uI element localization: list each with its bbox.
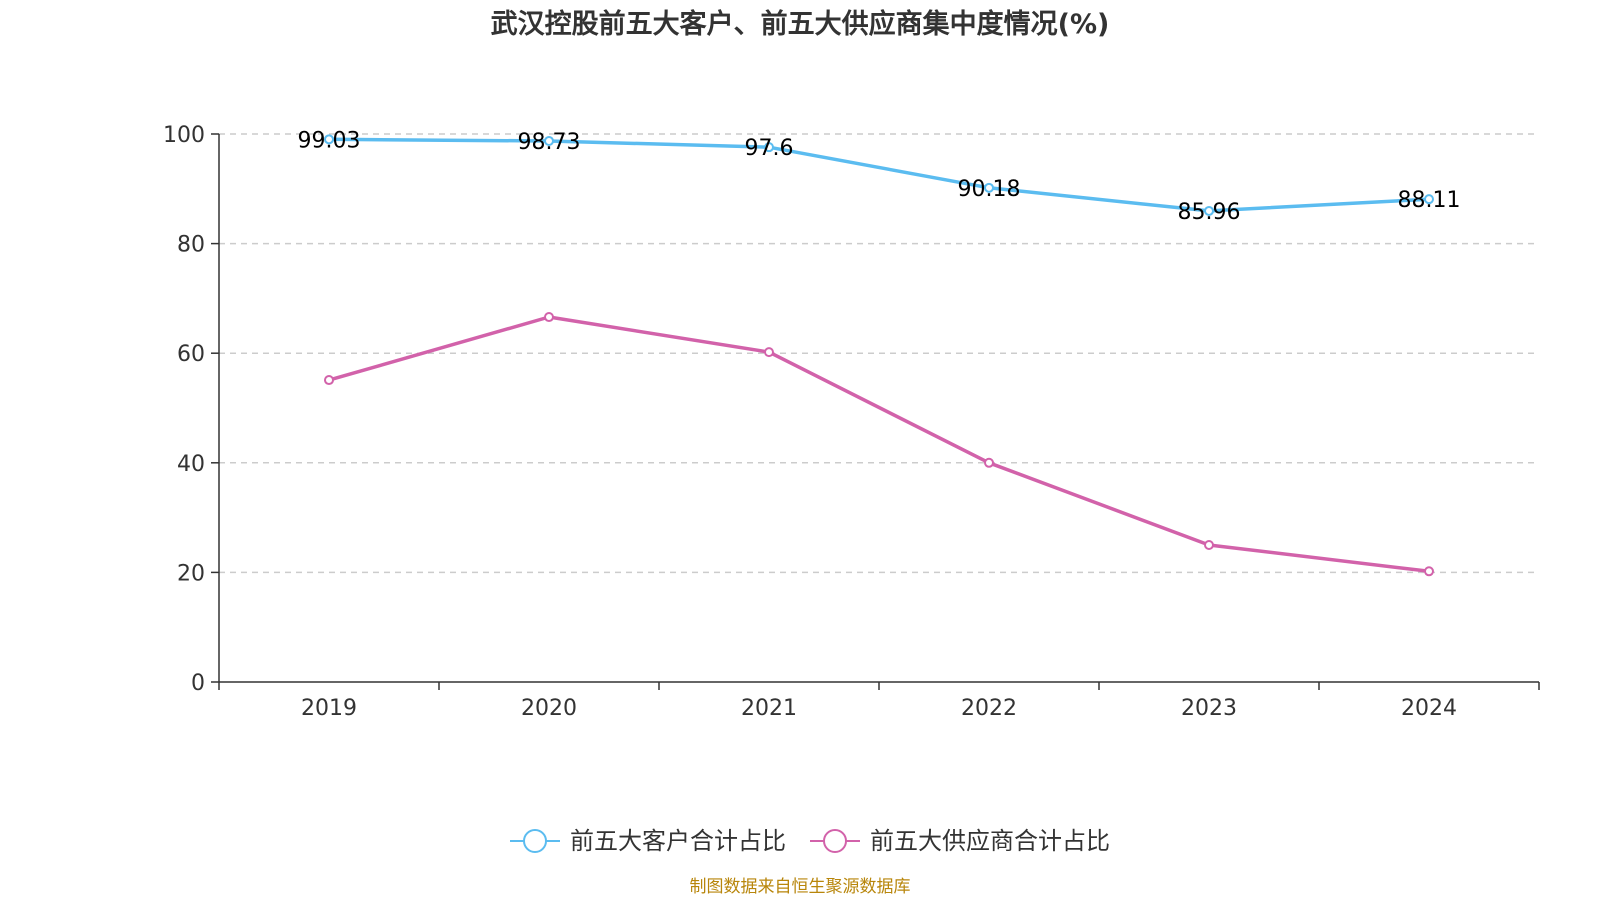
y-tick-label: 60 [177, 342, 205, 367]
axes: 0 20 40 60 80 100 2019 2020 2021 2022 2023 2024 [163, 123, 1540, 721]
legend-item-0[interactable]: 前五大客户合计占比 [510, 827, 786, 855]
data-point [544, 135, 554, 146]
legend[interactable]: 前五大客户合计占比 前五大供应商合计占比 [510, 827, 1110, 855]
x-tick-label-2022: 2022 [961, 696, 1017, 721]
data-label: 88.11 [1398, 188, 1461, 213]
data-labels: 99.03 98.73 97.6 90.18 85.96 88.11 [298, 128, 1461, 225]
y-tick-label: 100 [163, 123, 205, 148]
legend-label: 前五大客户合计占比 [570, 827, 786, 855]
data-point [764, 142, 774, 153]
data-point [1204, 540, 1214, 550]
data-label: 98.73 [518, 130, 581, 155]
x-tick-label-2020: 2020 [521, 696, 577, 721]
chart-title: 武汉控股前五大客户、前五大供应商集中度情况(%) [491, 8, 1110, 40]
series-line-1 [328, 315, 1430, 574]
y-tick-label: 80 [177, 233, 205, 258]
series-line-0 [328, 137, 1430, 213]
x-tick-label-2024: 2024 [1401, 696, 1457, 721]
data-label: 97.6 [745, 136, 794, 161]
data-point [324, 134, 334, 145]
data-label: 90.18 [958, 177, 1021, 202]
legend-label: 前五大供应商合计占比 [870, 827, 1110, 855]
data-point [544, 312, 554, 323]
y-tick-label: 40 [177, 452, 205, 477]
y-tick-label: 0 [191, 671, 205, 696]
y-tick-label: 20 [177, 561, 205, 586]
grid-lines [219, 133, 1539, 574]
source-note: 制图数据来自恒生聚源数据库 [690, 877, 911, 897]
data-point [324, 375, 334, 386]
legend-marker [523, 829, 547, 853]
series-group [324, 134, 1434, 577]
data-point [1204, 205, 1214, 216]
x-tick-label-2023: 2023 [1181, 696, 1237, 721]
data-point [1424, 566, 1434, 577]
legend-marker [823, 829, 847, 853]
data-point [1424, 194, 1434, 205]
data-point [984, 182, 994, 193]
data-point [984, 457, 994, 468]
x-tick-label-2019: 2019 [301, 696, 357, 721]
data-point [764, 347, 774, 358]
x-tick-label-2021: 2021 [741, 696, 797, 721]
data-label: 99.03 [298, 128, 361, 153]
data-label: 85.96 [1178, 200, 1241, 225]
legend-item-1[interactable]: 前五大供应商合计占比 [810, 827, 1110, 855]
